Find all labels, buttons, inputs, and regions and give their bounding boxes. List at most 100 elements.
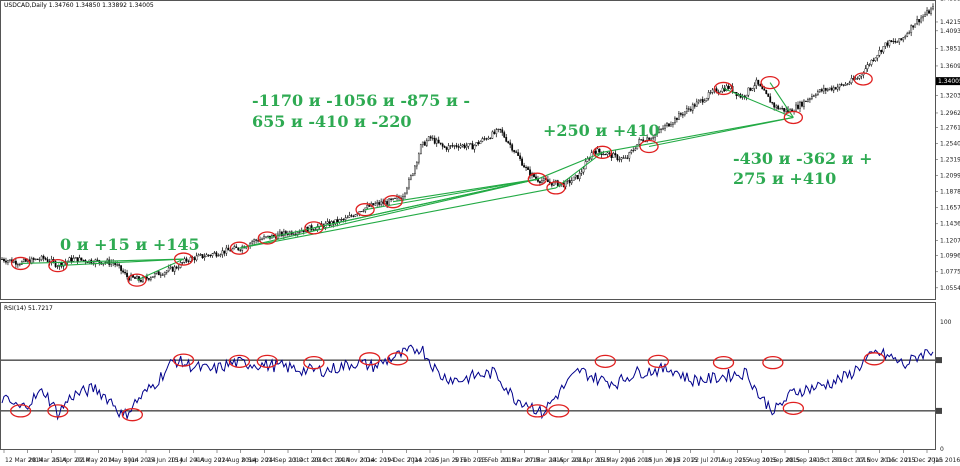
candle (888, 40, 891, 46)
candle (185, 258, 188, 262)
candle (765, 90, 768, 94)
candle (721, 87, 724, 92)
candle (606, 152, 609, 155)
candle (773, 102, 776, 108)
candle (414, 165, 416, 174)
rsi-level-handle[interactable] (936, 357, 942, 364)
candle (924, 14, 926, 17)
candle (96, 259, 99, 261)
candle (926, 10, 928, 15)
rsi-marker-circle (228, 354, 251, 369)
candle (509, 142, 512, 145)
candle (302, 230, 305, 232)
candle (153, 273, 156, 277)
candle (590, 152, 593, 159)
candle (848, 82, 851, 85)
candle (193, 257, 196, 261)
rsi-marker-circle (548, 404, 570, 418)
price-axis-label: 1.32030 (940, 92, 960, 99)
annotation-a1: 0 и +15 и +145 (60, 235, 200, 254)
candle (687, 108, 690, 110)
candle (1, 258, 3, 260)
annotation-a4: -430 и -362 и + 275 и +410 (733, 149, 878, 188)
candle (412, 173, 414, 176)
candle (479, 141, 482, 145)
candle (187, 260, 190, 262)
candle (672, 122, 674, 125)
candle (348, 215, 351, 218)
price-axis-label: 1.45355 (940, 0, 960, 3)
price-panel-frame (0, 0, 936, 300)
candle (616, 154, 619, 160)
price-axis-label: 1.07755 (940, 269, 960, 276)
candle (406, 187, 408, 194)
candle (38, 259, 41, 261)
price-marker-circle (173, 252, 194, 266)
candle (872, 59, 875, 61)
price-axis-label: 1.20990 (940, 173, 960, 180)
candle (576, 175, 579, 180)
candle (626, 157, 629, 159)
rsi-marker-circle (782, 401, 804, 416)
candle (491, 131, 494, 139)
candle (425, 140, 428, 146)
candle (388, 198, 390, 205)
rsi-axis-label: 0 (940, 446, 944, 453)
candle (328, 221, 331, 226)
candle (42, 255, 45, 259)
rsi-panel-title: RSI(14) 51.7217 (4, 305, 53, 312)
candle (503, 132, 506, 138)
candle (656, 132, 658, 135)
candle (463, 144, 466, 148)
rsi-marker-circle (647, 354, 670, 369)
candle (705, 98, 708, 101)
candle (624, 157, 627, 159)
annotation-a3: +250 и +410 (543, 121, 660, 140)
price-marker-circle (355, 203, 375, 217)
rsi-marker-circle (712, 355, 735, 370)
candle (681, 114, 684, 116)
candle (807, 99, 809, 102)
candle (630, 150, 633, 153)
candle (838, 84, 841, 88)
price-axis-label: 1.23190 (940, 157, 960, 164)
trend-line (364, 178, 538, 211)
price-axis-label: 1.25400 (940, 141, 960, 148)
price-marker-circle (853, 72, 873, 86)
candle (709, 92, 712, 94)
x-axis-label: 7 Jan 2015 (407, 457, 439, 464)
x-axis-label: 5 Jun 2014 (123, 457, 155, 464)
candle (695, 101, 698, 107)
candle (417, 153, 420, 163)
x-axis-label: 22 Aug 2014 (218, 457, 257, 464)
candle (334, 219, 337, 225)
candle (344, 217, 347, 220)
rsi-marker-circle (863, 352, 885, 366)
candle (223, 250, 226, 254)
price-axis-label: 1.42150 (940, 19, 960, 26)
candle (866, 64, 869, 69)
price-axis-label: 1.14365 (940, 221, 960, 228)
candle (779, 108, 782, 110)
trend-line (239, 178, 538, 249)
candle (664, 125, 666, 129)
candle (46, 259, 49, 262)
candle (312, 229, 315, 231)
price-marker-circle (527, 172, 547, 186)
candle (423, 141, 426, 146)
candle (13, 260, 15, 263)
rsi-level-handle[interactable] (936, 407, 942, 414)
candle (211, 253, 214, 256)
trend-line (239, 187, 557, 249)
candle (832, 87, 835, 91)
candle (453, 145, 456, 147)
candle (670, 124, 672, 127)
price-marker-circle (48, 258, 68, 273)
candle (70, 257, 73, 262)
candle (15, 260, 17, 265)
candle (660, 128, 662, 130)
candle (394, 197, 396, 199)
candle (697, 100, 700, 103)
candle (513, 150, 516, 152)
